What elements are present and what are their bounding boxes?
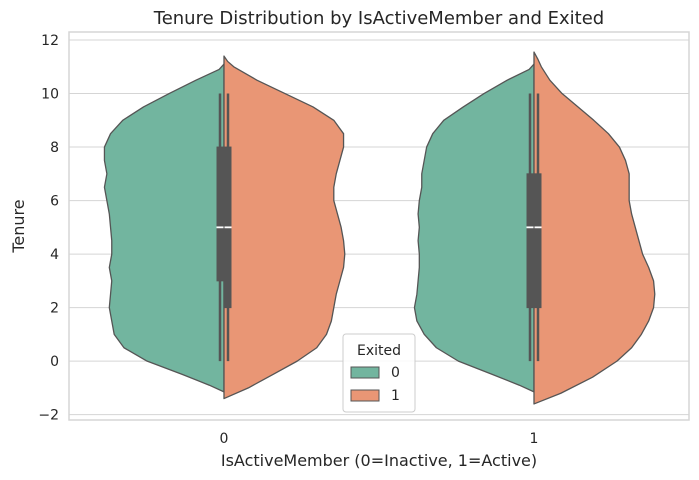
box-iqr-active0-exited0 bbox=[216, 146, 224, 282]
violin-half-active0-exited0 bbox=[103, 63, 225, 393]
x-axis-label: IsActiveMember (0=Inactive, 1=Active) bbox=[221, 451, 537, 470]
y-tick-label: 4 bbox=[50, 247, 59, 263]
boxplots bbox=[216, 93, 542, 362]
y-tick-label: 2 bbox=[50, 301, 59, 317]
violins bbox=[103, 51, 656, 405]
box-iqr-active1-exited1 bbox=[534, 173, 542, 309]
violin-half-active0-exited1 bbox=[223, 55, 346, 400]
plot-frame bbox=[68, 31, 690, 421]
box-iqr-active1-exited0 bbox=[526, 173, 534, 309]
y-tick-label: 6 bbox=[50, 194, 59, 210]
y-tick-label: 8 bbox=[50, 140, 59, 156]
legend-swatch-exited-1 bbox=[350, 389, 380, 402]
plot-border bbox=[68, 31, 690, 421]
legend-swatch-exited-0 bbox=[350, 366, 380, 379]
y-axis-ticks: −2 0 2 4 6 8 10 12 bbox=[38, 33, 59, 424]
y-axis-label: Tenure bbox=[9, 199, 28, 253]
y-tick-label: −2 bbox=[38, 408, 59, 424]
legend-label-exited-0: 0 bbox=[391, 365, 400, 381]
legend: Exited 0 1 bbox=[342, 333, 416, 413]
legend-label-exited-1: 1 bbox=[391, 388, 400, 404]
chart-title: Tenure Distribution by IsActiveMember an… bbox=[153, 8, 604, 29]
x-tick-label: 1 bbox=[530, 431, 539, 447]
y-tick-label: 0 bbox=[50, 354, 59, 370]
y-tick-label: 12 bbox=[41, 33, 59, 49]
violin-half-active1-exited1 bbox=[533, 51, 656, 405]
x-tick-label: 0 bbox=[220, 431, 229, 447]
y-tick-label: 10 bbox=[41, 87, 59, 103]
legend-title: Exited bbox=[357, 343, 401, 359]
violin-half-active1-exited0 bbox=[413, 63, 535, 393]
